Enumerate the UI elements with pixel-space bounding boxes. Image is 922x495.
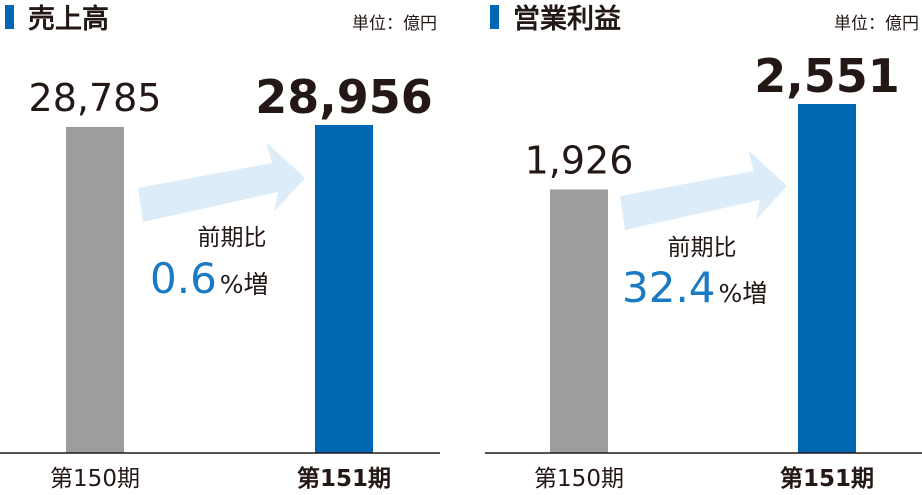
title-marker	[490, 5, 499, 29]
x-tick-label: 第151期	[780, 465, 874, 492]
value-label: 28,785	[29, 76, 162, 120]
bar	[798, 104, 856, 453]
bar	[550, 189, 608, 454]
title-marker	[5, 5, 14, 29]
value-label: 1,926	[525, 139, 634, 183]
change-value: 0.6	[150, 254, 217, 303]
change-unit: %増	[220, 270, 269, 299]
unit-label: 単位：億円	[352, 14, 437, 34]
change-value: 32.4	[622, 263, 716, 312]
x-tick-label: 第151期	[297, 465, 391, 492]
arrow	[138, 142, 305, 222]
chart-title: 売上高	[28, 3, 109, 35]
change-text: 0.6 %増	[150, 254, 269, 303]
panel: 売上高 単位：億円 28,785 第150期 28,956 第151期 前期比 0.6 %増	[0, 3, 440, 492]
x-tick-label: 第150期	[534, 466, 624, 492]
change-label: 前期比	[668, 235, 737, 261]
value-label: 2,551	[754, 49, 900, 103]
bar	[315, 125, 373, 453]
chart-title: 営業利益	[513, 3, 621, 35]
unit-label: 単位：億円	[834, 14, 919, 34]
change-text: 32.4 %増	[622, 263, 767, 312]
x-tick-label: 第150期	[50, 466, 140, 492]
value-label: 28,956	[255, 70, 433, 124]
bar	[66, 126, 124, 453]
change-label: 前期比	[198, 225, 267, 251]
change-unit: %増	[719, 279, 768, 308]
arrow	[620, 150, 787, 230]
